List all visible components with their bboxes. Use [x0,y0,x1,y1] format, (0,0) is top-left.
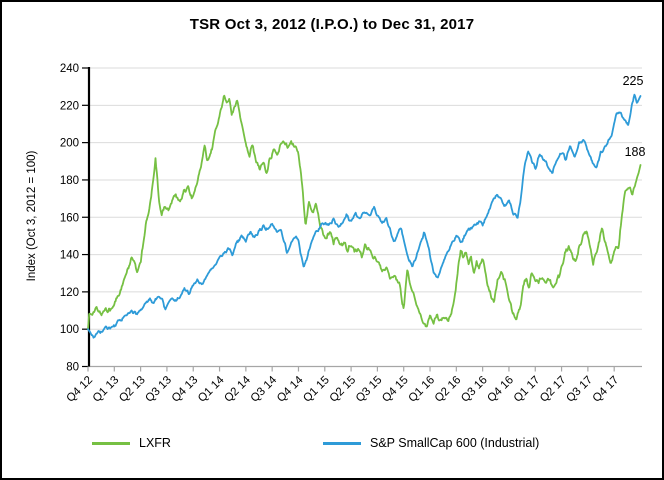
sp600-line-swatch [323,441,361,445]
legend-label-lxfr: LXFR [139,436,171,450]
svg-text:220: 220 [60,100,79,112]
end-label-sp600: 225 [622,74,644,88]
svg-text:200: 200 [60,138,79,150]
svg-text:Q2 17: Q2 17 [538,374,569,405]
svg-text:Q2 15: Q2 15 [328,374,359,405]
svg-text:Q4 16: Q4 16 [485,374,516,405]
end-label-lxfr: 188 [624,145,646,159]
svg-text:Q3 17: Q3 17 [564,374,595,405]
svg-text:Q3 16: Q3 16 [459,374,490,405]
chart-title: TSR Oct 3, 2012 (I.P.O.) to Dec 31, 2017 [189,16,475,33]
svg-text:Q4 13: Q4 13 [170,374,201,405]
svg-text:Q4 12: Q4 12 [64,374,95,405]
svg-text:80: 80 [66,362,79,374]
svg-text:160: 160 [60,212,79,224]
y-axis-title: Index (Oct 3, 2012 = 100) [26,150,38,282]
svg-text:Q2 13: Q2 13 [117,374,148,405]
svg-text:Q1 13: Q1 13 [91,374,122,405]
svg-text:Q3 14: Q3 14 [249,374,280,405]
svg-text:Q2 14: Q2 14 [222,374,253,405]
svg-text:180: 180 [60,175,79,187]
svg-text:Q4 14: Q4 14 [275,374,306,405]
legend-item-sp600: S&P SmallCap 600 (Industrial) [323,436,539,450]
svg-text:100: 100 [60,324,79,336]
svg-text:Q1 16: Q1 16 [407,374,438,405]
svg-text:Q1 17: Q1 17 [512,374,543,405]
svg-text:Q1 14: Q1 14 [196,374,227,405]
lxfr-line-swatch [92,441,130,445]
svg-text:Q1 15: Q1 15 [301,374,332,405]
svg-text:Q2 16: Q2 16 [433,374,464,405]
svg-text:Q3 15: Q3 15 [354,374,385,405]
svg-text:Q4 15: Q4 15 [380,374,411,405]
svg-text:140: 140 [60,250,79,262]
legend-label-sp600: S&P SmallCap 600 (Industrial) [370,436,540,450]
svg-text:Q4 17: Q4 17 [591,374,622,405]
legend-item-lxfr: LXFR [92,436,171,450]
svg-text:120: 120 [60,287,79,299]
svg-text:240: 240 [60,63,79,75]
svg-text:Q3 13: Q3 13 [143,374,174,405]
